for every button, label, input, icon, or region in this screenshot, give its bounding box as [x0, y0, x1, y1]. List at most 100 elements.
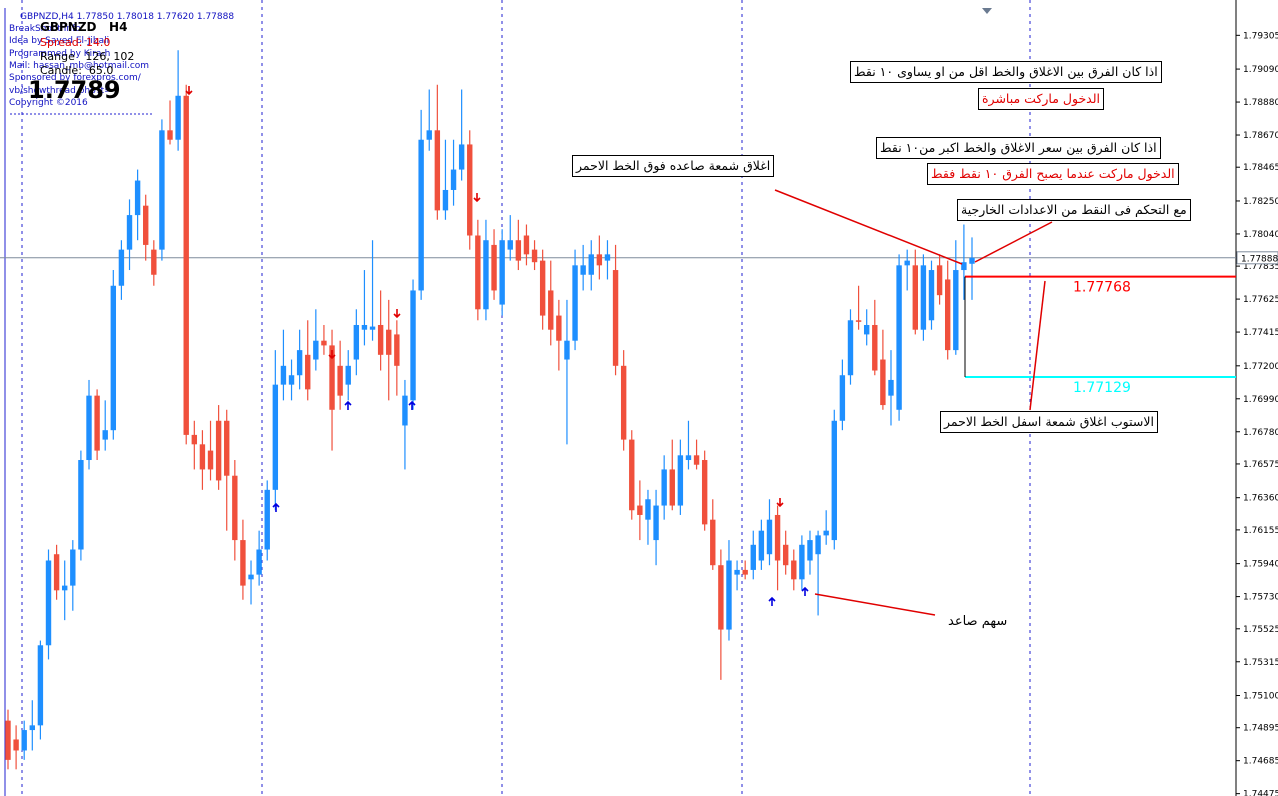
candle-body — [693, 455, 700, 465]
candle-body — [637, 505, 643, 515]
candle-body — [880, 359, 886, 406]
symbol-header: GBPNZD,H4 1.77850 1.78018 1.77620 1.7788… — [20, 12, 235, 22]
candle-body — [321, 340, 327, 346]
signal-arrows — [185, 86, 809, 606]
down-arrow — [776, 498, 784, 508]
info-line: Programmed by Kira-h — [9, 48, 111, 59]
sell-arrows — [185, 86, 784, 508]
y-tick-label: 1.77200 — [1243, 362, 1278, 372]
candle-body — [361, 324, 368, 330]
candle-body — [256, 549, 262, 575]
annotation: اذا كان الفرق بين الاغلاق والخط اقل من ا… — [850, 61, 1162, 83]
candle-body — [288, 375, 295, 385]
pointer-line — [974, 221, 1053, 263]
candle-body — [110, 285, 117, 431]
candle-body — [499, 240, 505, 305]
candle-body — [418, 139, 424, 291]
y-tick-label: 1.78670 — [1243, 131, 1278, 141]
y-tick-label: 1.76780 — [1243, 428, 1278, 438]
candle-body — [434, 130, 441, 211]
down-arrow — [328, 350, 336, 360]
candle-body — [337, 365, 343, 396]
candle-body — [701, 460, 708, 525]
candle-body — [953, 270, 959, 351]
candle-body — [102, 430, 108, 440]
candle-body — [86, 395, 92, 461]
annotation-arrows — [774, 189, 1053, 616]
candle-body — [264, 489, 270, 550]
candle-body — [167, 130, 173, 140]
candle-body — [426, 130, 432, 140]
candle-body — [329, 345, 335, 410]
candle-body — [936, 265, 943, 296]
candle-body — [726, 560, 732, 630]
pointer-line — [814, 593, 936, 616]
candle-body — [774, 514, 781, 561]
down-arrow — [185, 86, 193, 96]
annotation: الدخول ماركت مباشرة — [978, 88, 1105, 110]
info-line: Sponsored by forexpros.com/ — [9, 73, 141, 84]
candle-body — [183, 95, 189, 435]
candle-body — [556, 315, 562, 341]
candle-body — [734, 569, 740, 575]
candle-body — [710, 519, 716, 566]
y-tick-label: 1.77835 — [1243, 262, 1278, 272]
candle-body — [928, 270, 935, 321]
annotation: سهم صاعد — [948, 614, 1008, 629]
candle-body — [13, 739, 19, 751]
candle-body — [539, 260, 546, 316]
candle-body — [961, 262, 967, 271]
candle-body — [410, 290, 416, 401]
level-label: 1.77768 — [1073, 280, 1131, 296]
candle-body — [896, 265, 902, 410]
current-price-label: 1.77888 — [1241, 254, 1278, 264]
candle-body — [718, 565, 724, 630]
y-tick-label: 1.75100 — [1243, 692, 1278, 702]
pointer-line — [774, 189, 963, 265]
candle-body — [888, 379, 894, 396]
y-tick-label: 1.75940 — [1243, 560, 1278, 570]
y-tick-label: 1.79090 — [1243, 65, 1278, 75]
annotation: اذا كان الفرق بين سعر الاغلاق والخط اكبر… — [876, 137, 1161, 159]
candle-body — [531, 249, 538, 263]
plot: 1.79305 1.79090 1.78880 1.78670 1.78465 1.782… — [0, 31, 1278, 796]
pair: GBPNZD H4 — [40, 20, 128, 34]
candle-body — [653, 505, 659, 541]
candle-body — [126, 215, 133, 250]
candle-body — [134, 180, 141, 216]
candle-body — [207, 450, 214, 470]
candle-body — [612, 270, 619, 366]
spread: Spread: 14.0 — [40, 36, 111, 49]
candle-body — [70, 549, 76, 586]
candle-body — [782, 544, 789, 566]
candle-body — [969, 257, 975, 264]
candle-body — [944, 279, 951, 351]
candle-body — [742, 569, 748, 575]
candle-body — [272, 384, 279, 490]
candle-body — [791, 560, 797, 580]
candle-body — [280, 365, 287, 385]
candle-body — [53, 554, 60, 591]
candle-body — [313, 340, 319, 360]
y-tick-label: 1.77625 — [1243, 295, 1278, 305]
candle-body — [37, 645, 44, 726]
candle-body — [94, 395, 100, 451]
candle-body — [475, 235, 481, 310]
y-tick-label: 1.78040 — [1243, 230, 1278, 240]
candle-body — [815, 535, 821, 555]
candle-body — [677, 455, 684, 506]
candle-body — [572, 265, 578, 341]
candle-body — [855, 320, 862, 322]
candle-body — [483, 240, 489, 310]
info-line: Mail: hassan_mb@hotmail.com — [9, 60, 150, 71]
info-line: vb/showthread.php?t= — [9, 85, 112, 96]
candle-body — [588, 254, 594, 275]
candle-size: Candle: 65.0 — [40, 64, 114, 77]
candle-body — [143, 205, 149, 245]
candle-body — [750, 544, 756, 570]
down-arrow — [473, 193, 481, 203]
y-tick-label: 1.75730 — [1243, 593, 1278, 603]
candle-body — [847, 320, 854, 376]
up-arrow — [272, 502, 280, 512]
